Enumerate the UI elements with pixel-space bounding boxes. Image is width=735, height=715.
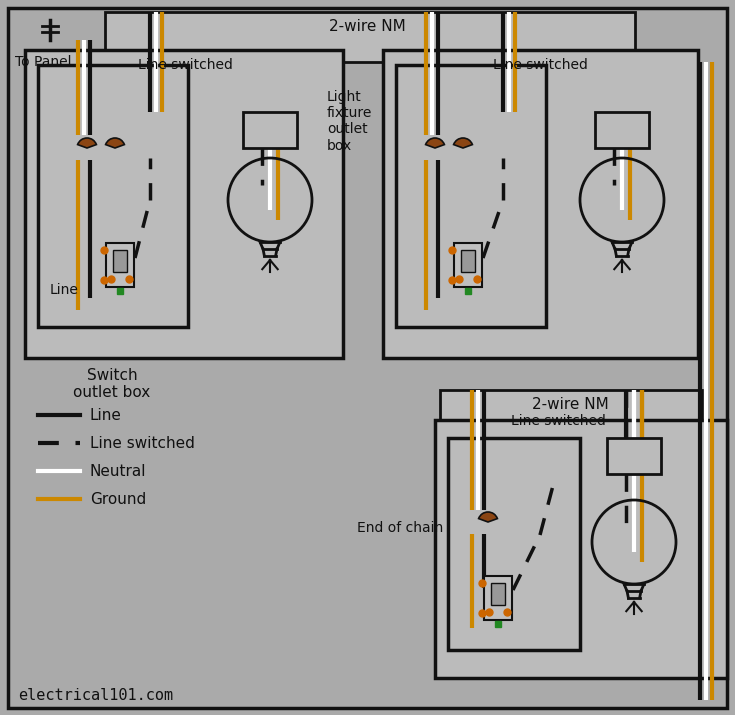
- Text: Switch
outlet box: Switch outlet box: [74, 368, 151, 400]
- Text: 2-wire NM: 2-wire NM: [531, 397, 609, 412]
- Bar: [383, 50, 698, 358]
- Bar: [38, 65, 188, 327]
- Wedge shape: [78, 138, 96, 148]
- Text: Line switched: Line switched: [137, 58, 232, 72]
- Text: Line: Line: [90, 408, 122, 423]
- Bar: [25, 50, 343, 358]
- Text: Neutral: Neutral: [90, 463, 146, 478]
- Bar: [484, 576, 512, 620]
- Wedge shape: [453, 138, 473, 148]
- Bar: [106, 243, 134, 287]
- Bar: [243, 112, 297, 148]
- Text: To Panel: To Panel: [15, 55, 71, 69]
- Bar: [595, 112, 649, 148]
- Bar: [440, 390, 702, 442]
- Bar: [396, 65, 546, 327]
- Text: Line switched: Line switched: [90, 435, 195, 450]
- Text: Ground: Ground: [90, 491, 146, 506]
- Text: Line: Line: [50, 283, 79, 297]
- Text: electrical101.com: electrical101.com: [18, 688, 173, 703]
- Wedge shape: [426, 138, 445, 148]
- Wedge shape: [106, 138, 124, 148]
- Text: Line switched: Line switched: [492, 58, 587, 72]
- Bar: [491, 583, 505, 605]
- Text: Light
fixture
outlet
box: Light fixture outlet box: [327, 90, 373, 152]
- Text: End of chain: End of chain: [357, 521, 443, 535]
- Wedge shape: [478, 512, 498, 522]
- Bar: [435, 420, 727, 678]
- Bar: [105, 12, 635, 62]
- Bar: [454, 243, 482, 287]
- Bar: [448, 438, 580, 650]
- Text: 2-wire NM: 2-wire NM: [329, 19, 406, 34]
- Bar: [113, 250, 127, 272]
- Bar: [461, 250, 475, 272]
- Text: Line switched: Line switched: [511, 414, 606, 428]
- Bar: [607, 438, 661, 474]
